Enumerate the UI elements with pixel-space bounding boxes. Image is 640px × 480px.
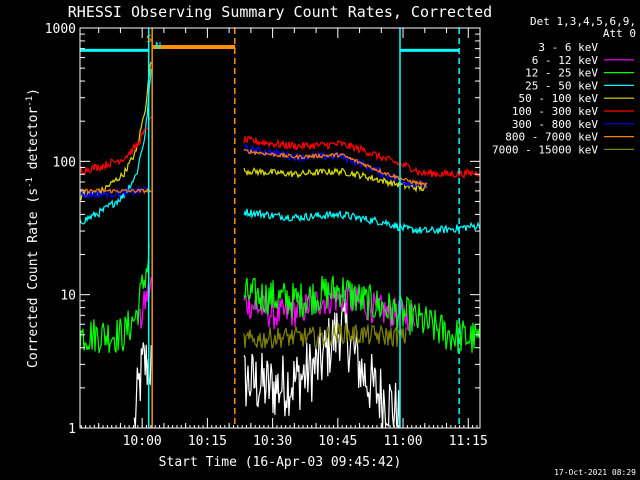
series-trace-3-segment-0 [80,69,152,225]
x-tick-label-1: 10:15 [188,434,227,449]
series-trace-2-segment-1 [243,275,480,353]
series-trace-8-segment-1 [243,321,407,350]
legend-label-6: 300 - 800 keV [512,118,598,131]
series-trace-5-segment-0 [80,116,152,175]
y-axis-label-main: Corrected Count Rate (s [26,188,41,368]
series-trace-3-segment-1 [243,208,480,235]
legend-label-2: 12 - 25 keV [525,67,598,80]
plot-area: SN [80,28,480,428]
y-tick-label-3: 1000 [45,22,76,37]
chart-title: RHESSI Observing Summary Count Rates, Co… [68,3,492,21]
series-trace-7-segment-1 [243,148,428,189]
legend-label-1: 6 - 12 keV [532,54,599,67]
series-trace-6-segment-0 [80,186,152,200]
y-axis-label-mid: detector [26,107,41,178]
y-tick-label-0: 1 [68,422,76,437]
series-trace-5-segment-1 [243,135,480,179]
x-tick-label-3: 10:45 [318,434,357,449]
legend-header-attenuator: Att 0 [603,27,636,40]
series-trace-6-segment-1 [243,143,428,189]
y-axis-label-exp2: -1 [25,96,35,107]
night-flag: N [155,41,161,52]
legend-label-5: 100 - 300 keV [512,105,598,118]
x-axis-label: Start Time (16-Apr-03 09:45:42) [159,455,402,470]
legend-label-8: 7000 - 15000 keV [492,143,598,156]
series-trace-2-segment-0 [80,244,150,354]
x-tick-label-2: 10:30 [253,434,292,449]
footer-date: 17-Oct-2021 08:29 [554,468,636,477]
series-trace-7-segment-0 [80,187,152,195]
legend-header-detectors: Det 1,3,4,5,6,9, [530,15,636,28]
plot-frame [79,27,481,429]
legend-label-7: 800 - 7000 keV [505,131,598,144]
series-trace-4-segment-1 [243,166,428,193]
y-axis-label: Corrected Count Rate (s-1 detector-1) [25,88,41,368]
x-tick-label-5: 11:15 [449,434,488,449]
y-axis-label-end: ) [26,88,41,96]
y-tick-label-1: 10 [60,289,76,304]
legend-label-4: 50 - 100 keV [519,92,599,105]
saa-flag: S [146,34,152,45]
x-tick-label-0: 10:00 [123,434,162,449]
series-trace-0-segment-1 [243,299,401,428]
legend-label-3: 25 - 50 keV [525,79,598,92]
saa-bar [152,45,236,50]
night-bar-0 [80,48,150,52]
y-tick-label-2: 100 [53,155,76,170]
night-bar-1 [400,48,460,52]
legend-label-0: 3 - 6 keV [538,41,598,54]
x-tick-label-4: 11:00 [383,434,422,449]
y-axis-label-exp1: -1 [25,177,35,188]
